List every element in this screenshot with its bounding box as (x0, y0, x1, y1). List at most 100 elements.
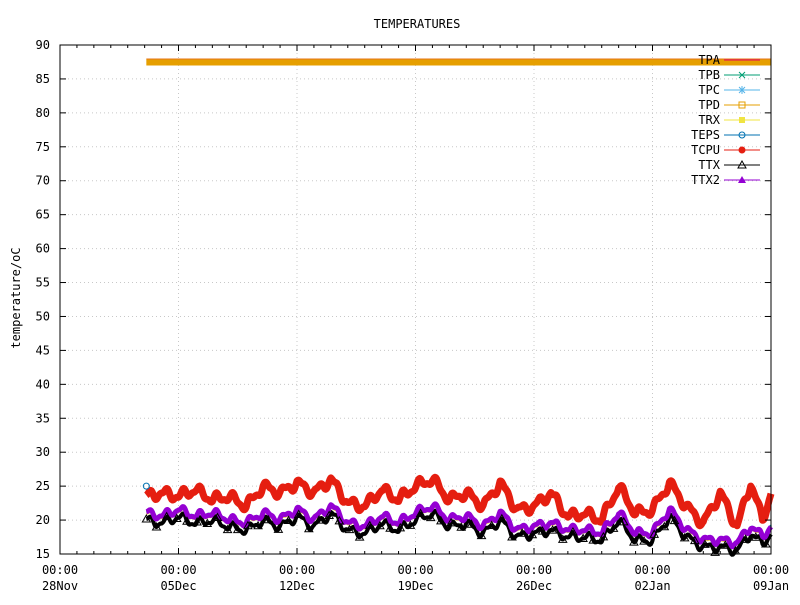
TTX-point (659, 521, 670, 531)
y-tick-label: 40 (36, 377, 50, 391)
TTX-point (385, 523, 395, 532)
TTX-point (212, 512, 223, 521)
TTX-point (517, 528, 528, 537)
TEPS-point (142, 482, 150, 490)
TTX-point (324, 510, 335, 520)
x-tick-label-time: 00:00 (753, 563, 789, 577)
series-line-TTX2 (144, 501, 774, 550)
legend-entry-TPD: TPD (698, 98, 760, 112)
TTX-point (415, 508, 426, 518)
y-tick-label: 85 (36, 72, 50, 86)
TTX-point (273, 524, 284, 533)
TTX-point (720, 540, 731, 549)
x-tick-label-date: 19Dec (397, 579, 433, 593)
TTX-point (507, 531, 517, 541)
x-tick-label-date: 09Jan (753, 579, 789, 593)
TTX-point (456, 522, 467, 531)
TTX-point (436, 515, 446, 525)
grid (60, 45, 771, 554)
y-tick-label: 65 (36, 208, 50, 222)
TTX-point (425, 512, 436, 522)
legend-label: TRX (698, 113, 720, 127)
legend-marker (738, 101, 746, 109)
TTX-point (405, 520, 416, 529)
legend-marker (739, 117, 745, 123)
legend-entry-TTX2: TTX2 (691, 173, 760, 187)
TTX-point (446, 517, 456, 527)
TTX-point (740, 534, 751, 543)
TTX-point (354, 532, 365, 541)
TTX-point (669, 515, 680, 525)
TTX-point (344, 524, 355, 534)
x-tick-label-time: 00:00 (160, 563, 196, 577)
legend-label: TPB (698, 68, 720, 82)
y-tick-label: 45 (36, 343, 50, 357)
legend-marker (738, 146, 746, 154)
y-tick-label: 55 (36, 276, 50, 290)
TTX-point (395, 522, 406, 532)
TTX-point (649, 529, 660, 538)
legend-entry-TPA: TPA (698, 53, 760, 67)
TTX-point (182, 516, 192, 525)
legend-entry-TPC: TPC (698, 83, 760, 97)
TTX-point (161, 511, 172, 521)
legend-entry-TCPU: TCPU (691, 143, 760, 157)
legend-label: TTX (698, 158, 720, 172)
series-TTX (145, 508, 773, 557)
x-tick-label-time: 00:00 (42, 563, 78, 577)
TTX-point (629, 537, 639, 546)
x-tick-label-date: 28Nov (42, 579, 78, 593)
TTX-point (618, 516, 629, 526)
TTX-point (303, 523, 314, 533)
TTX-point (222, 524, 233, 534)
x-tick-label-date: 26Dec (516, 579, 552, 593)
legend-marker (738, 176, 746, 183)
TTX-point (466, 519, 477, 528)
legend-entry-TRX: TRX (698, 113, 760, 127)
TTX-point (486, 520, 497, 529)
TTX-point (364, 520, 375, 530)
legend-entry-TTX: TTX (698, 158, 760, 172)
y-tick-label: 15 (36, 547, 50, 561)
y-tick-label: 30 (36, 445, 50, 459)
axis-ticks: 15 20 25 30 35 40 45 50 55 60 65 70 75 80 85 90 00:00 28N… (36, 38, 790, 593)
TTX-point (557, 534, 568, 543)
TTX-point (232, 524, 243, 534)
series-line-TCPU (143, 473, 775, 530)
legend-marker (738, 131, 746, 139)
TTX-point (334, 515, 345, 525)
series-TTX2 (144, 501, 774, 550)
TTX-point (700, 539, 710, 548)
TTX-point (141, 514, 152, 523)
y-tick-label: 90 (36, 38, 50, 52)
TTX-point (689, 535, 700, 545)
TTX-point (578, 533, 588, 543)
legend-marker (738, 71, 746, 79)
TTX-point (263, 514, 274, 524)
TTX-point (588, 535, 599, 544)
y-tick-label: 80 (36, 106, 50, 120)
y-tick-label: 20 (36, 513, 50, 527)
TTX-point (568, 526, 578, 536)
TTX-point (608, 523, 619, 532)
legend-label: TPD (698, 98, 720, 112)
TTX-point (547, 525, 558, 534)
TTX-point (171, 513, 182, 523)
y-tick-label: 60 (36, 242, 50, 256)
legend-label: TPC (698, 83, 720, 97)
TTX-point (537, 526, 548, 535)
chart-title: TEMPERATURES (374, 17, 461, 31)
legend-label: TTX2 (691, 173, 720, 187)
series-TCPU (143, 473, 775, 530)
legend-entry-TEPS: TEPS (691, 128, 760, 142)
TTX-point (243, 520, 253, 530)
TTX-point (750, 532, 761, 541)
y-axis-label: temperature/oC (9, 247, 23, 348)
TTX-point (527, 529, 538, 539)
y-tick-label: 35 (36, 411, 50, 425)
TTX-point (598, 531, 609, 541)
legend-label: TCPU (691, 143, 720, 157)
x-tick-label-date: 05Dec (160, 579, 196, 593)
